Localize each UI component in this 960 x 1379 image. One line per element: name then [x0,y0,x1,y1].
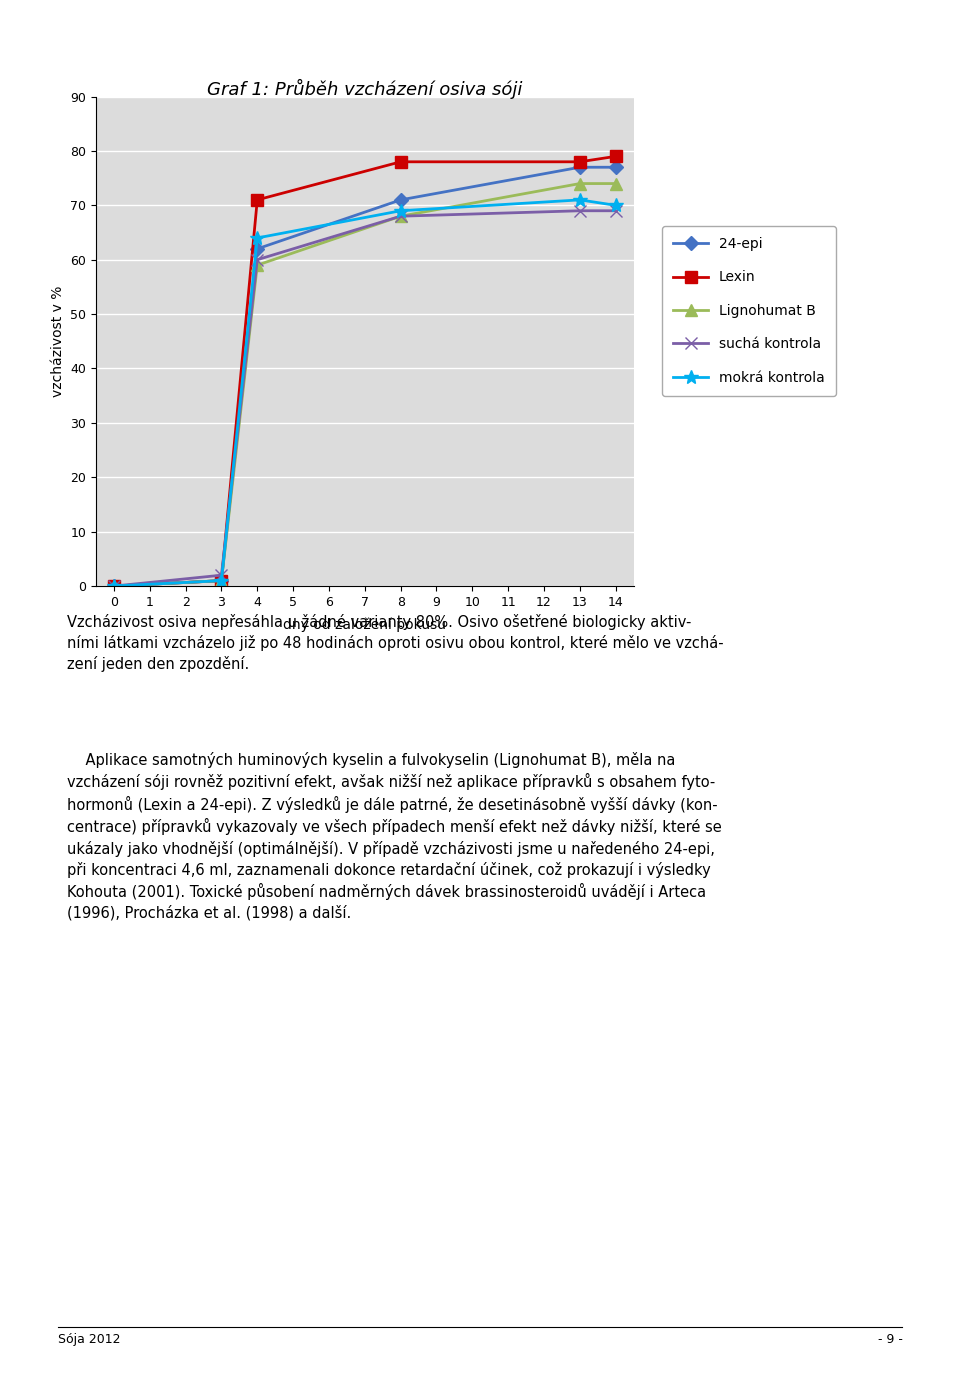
Y-axis label: vzcházivost v %: vzcházivost v % [51,285,64,397]
24-epi [574,159,586,175]
Lexin [252,192,263,208]
mokrá kontrola [108,578,120,594]
Text: Sója 2012: Sója 2012 [58,1333,120,1346]
Legend: 24-epi, Lexin, Lignohumat B, suchá kontrola, mokrá kontrola: 24-epi, Lexin, Lignohumat B, suchá kontr… [662,226,836,396]
suchá kontrola [216,567,228,583]
Lexin [610,148,621,164]
Lexin [395,153,406,170]
mokrá kontrola [395,203,406,219]
Line: suchá kontrola: suchá kontrola [108,205,621,592]
Line: 24-epi: 24-epi [109,163,620,592]
Lignohumat B [610,175,621,192]
24-epi [252,240,263,256]
Lexin [216,572,228,589]
mokrá kontrola [610,197,621,214]
suchá kontrola [252,251,263,268]
24-epi [610,159,621,175]
Lignohumat B [216,572,228,589]
suchá kontrola [108,578,120,594]
Lignohumat B [252,256,263,273]
suchá kontrola [610,203,621,219]
Text: Aplikace samotných huminových kyselin a fulvokyselin (Lignohumat B), měla na
vzc: Aplikace samotných huminových kyselin a … [67,752,722,921]
Line: Lignohumat B: Lignohumat B [108,178,621,592]
suchá kontrola [574,203,586,219]
Lignohumat B [108,578,120,594]
X-axis label: dny od založení pokusu: dny od založení pokusu [283,618,446,632]
Text: - 9 -: - 9 - [877,1333,902,1346]
Text: Vzcházivost osiva nepřesáhla u žádné varianty 80%. Osivo ošetřené biologicky akt: Vzcházivost osiva nepřesáhla u žádné var… [67,614,724,672]
Lignohumat B [574,175,586,192]
24-epi [395,192,406,208]
mokrá kontrola [216,572,228,589]
Text: Graf 1: Průběh vzcházení osiva sóji: Graf 1: Průběh vzcházení osiva sóji [207,79,522,99]
mokrá kontrola [574,192,586,208]
suchá kontrola [395,208,406,225]
Lignohumat B [395,208,406,225]
Lexin [574,153,586,170]
Line: Lexin: Lexin [108,150,621,592]
mokrá kontrola [252,230,263,247]
Line: mokrá kontrola: mokrá kontrola [107,193,623,593]
24-epi [216,572,228,589]
Lexin [108,578,120,594]
24-epi [108,578,120,594]
